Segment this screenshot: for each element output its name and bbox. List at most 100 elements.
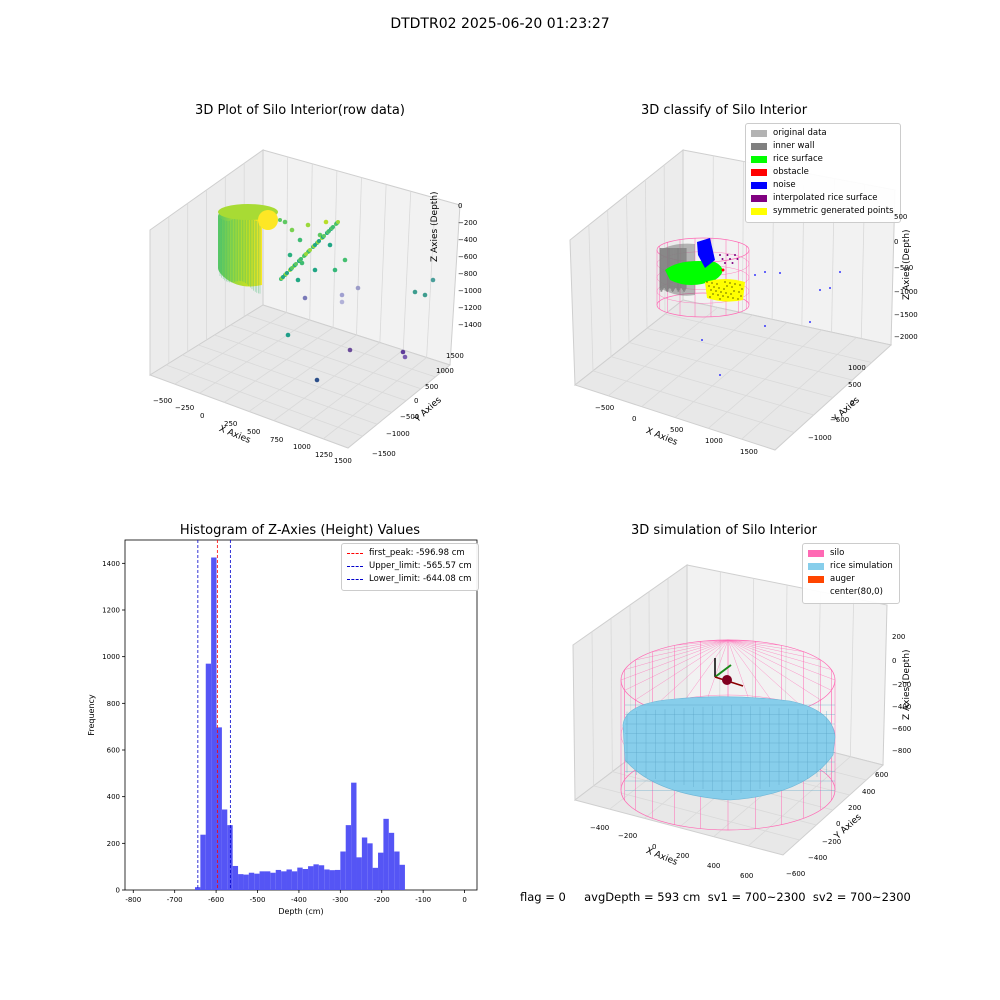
panel2-ztick-5: −2000 — [894, 333, 918, 341]
hist-bar-3 — [211, 557, 217, 890]
panel4-ytick-6: −600 — [786, 870, 806, 878]
legend-line — [347, 579, 363, 580]
legend-label: center(80,0) — [830, 587, 883, 597]
legend-label: noise — [773, 180, 796, 190]
hist-bar-28 — [345, 825, 352, 890]
panel2-legend-item-5: interpolated rice surface — [751, 192, 894, 205]
panel1-title: 3D Plot of Silo Interior(row data) — [195, 103, 405, 118]
panel2-xtick-0: −500 — [595, 404, 615, 412]
hist-bar-15 — [275, 869, 282, 890]
hist-bar-7 — [232, 865, 239, 890]
panel3-title: Histogram of Z-Axies (Height) Values — [179, 523, 421, 538]
hist-bar-4 — [216, 727, 222, 890]
hist-bar-0 — [194, 887, 201, 890]
hist-xlabel: Depth (cm) — [278, 907, 323, 916]
panel4-ytick-0: 600 — [875, 771, 889, 779]
panel1-xtick-5: 750 — [270, 436, 284, 444]
hist-bar-38 — [399, 864, 405, 890]
panel1-points — [218, 204, 436, 383]
legend-label: Upper_limit: -565.57 cm — [369, 561, 472, 571]
legend-swatch — [751, 143, 767, 150]
panel1-xtick-1: −250 — [175, 404, 195, 412]
panel2-ytick-2: 0 — [850, 399, 855, 407]
figure-title: DTDTR02 2025-06-20 01:23:27 — [390, 16, 610, 32]
panel1-ztick-6: −1200 — [458, 304, 482, 312]
panel2-ztick-2: −500 — [894, 264, 914, 272]
panel2-ztick-4: −1500 — [894, 311, 918, 319]
panel4-ztick-2: −200 — [892, 681, 912, 689]
panel4-xtick-2: 0 — [652, 843, 657, 851]
panel1-ztick-0: 0 — [458, 202, 463, 210]
panel4-ztick-0: 200 — [892, 633, 906, 641]
legend-label: interpolated rice surface — [773, 193, 878, 203]
hist-xtick-8: 0 — [462, 896, 466, 904]
panel4-rice-surface — [622, 696, 836, 801]
hist-bar-32 — [367, 843, 373, 890]
hist-bar-24 — [324, 869, 330, 890]
panel2-ytick-0: 1000 — [848, 364, 866, 372]
panel3-histogram: -800 -700 -600 -500 -400 -300 -200 -100 0 0 200 400… — [87, 539, 478, 916]
panel1-ytick-2: 500 — [425, 383, 439, 391]
hist-xtick-0: -800 — [125, 896, 141, 904]
panel1-xtick-2: 0 — [200, 412, 205, 420]
panel4-xtick-3: 200 — [676, 852, 690, 860]
hist-bar-11 — [254, 873, 260, 890]
panel1-ztick-1: −200 — [458, 219, 478, 227]
panel1-ytick-6: −1500 — [372, 450, 396, 458]
panel4-ytick-2: 200 — [848, 804, 862, 812]
panel1-raw-3d-plot — [148, 149, 461, 449]
hist-bar-5 — [221, 809, 228, 890]
panel4-auger — [714, 658, 744, 687]
panel4-xtick-5: 600 — [740, 872, 754, 880]
hist-bar-22 — [313, 864, 319, 890]
hist-bar-34 — [378, 852, 384, 890]
hist-bar-30 — [356, 857, 362, 890]
hist-bar-9 — [243, 874, 249, 890]
legend-swatch — [751, 156, 767, 163]
hist-bar-27 — [340, 851, 346, 890]
hist-xtick-5: -300 — [332, 896, 348, 904]
panel2-xtick-2: 500 — [670, 426, 684, 434]
legend-line — [347, 566, 363, 567]
panel4-simulation-3d-plot — [572, 564, 888, 856]
panel1-xtick-8: 1500 — [334, 457, 352, 465]
panel2-ztick-1: 0 — [894, 238, 899, 246]
panel1-xtick-6: 1000 — [293, 443, 311, 451]
legend-swatch — [808, 563, 824, 570]
legend-swatch — [808, 576, 824, 583]
panel1-xtick-0: −500 — [153, 397, 173, 405]
panel4-ytick-3: 0 — [836, 820, 841, 828]
hist-xtick-1: -700 — [167, 896, 183, 904]
panel4-ztick-5: −800 — [892, 747, 912, 755]
panel2-legend-item-4: noise — [751, 179, 894, 192]
panel4-ytick-4: −200 — [822, 838, 842, 846]
hist-ytick-6: 1200 — [102, 607, 120, 615]
hist-bar-21 — [308, 866, 314, 890]
panel2-legend-item-2: rice surface — [751, 153, 894, 166]
panel4-legend-item-3: center(80,0) — [808, 586, 893, 599]
hist-bar-17 — [286, 869, 292, 890]
panel2-xtick-4: 1500 — [740, 448, 758, 456]
legend-swatch — [808, 589, 824, 596]
panel2-ytick-1: 500 — [848, 381, 862, 389]
legend-line — [347, 553, 363, 554]
legend-label: silo — [830, 548, 845, 558]
hist-xtick-3: -500 — [250, 896, 266, 904]
hist-xtick-4: -400 — [291, 896, 307, 904]
legend-label: original data — [773, 128, 827, 138]
hist-bar-12 — [259, 871, 265, 890]
hist-bar-33 — [372, 867, 379, 890]
legend-label: Lower_limit: -644.08 cm — [369, 574, 472, 584]
panel4-legend-item-0: silo — [808, 547, 893, 560]
hist-bar-1 — [200, 834, 206, 890]
panel4-title: 3D simulation of Silo Interior — [631, 523, 817, 538]
panel4-ztick-4: −600 — [892, 725, 912, 733]
status-footer: flag = 0 avgDepth = 593 cm sv1 = 700~230… — [520, 890, 911, 904]
hist-bar-10 — [248, 872, 255, 890]
legend-label: auger — [830, 574, 855, 584]
panel1-xtick-7: 1250 — [315, 451, 333, 459]
hist-bar-16 — [281, 871, 287, 890]
legend-swatch — [751, 208, 767, 215]
panel3-legend-item-0: first_peak: -596.98 cm — [347, 547, 472, 560]
panel1-ztick-2: −400 — [458, 236, 478, 244]
